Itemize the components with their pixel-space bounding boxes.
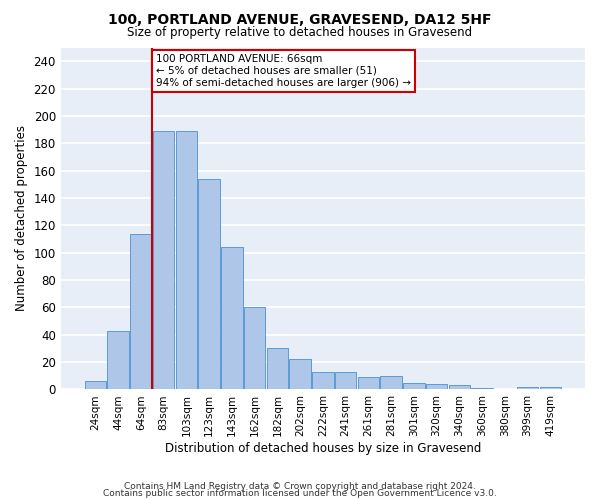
Text: 100, PORTLAND AVENUE, GRAVESEND, DA12 5HF: 100, PORTLAND AVENUE, GRAVESEND, DA12 5H… [108, 12, 492, 26]
Bar [244, 308, 265, 390]
Bar [153, 131, 175, 390]
Text: Size of property relative to detached houses in Gravesend: Size of property relative to detached ho… [127, 26, 473, 39]
Bar [107, 330, 129, 390]
Bar [449, 386, 470, 390]
Bar [403, 382, 425, 390]
Bar [312, 372, 334, 390]
Bar [85, 382, 106, 390]
Bar [335, 372, 356, 390]
Bar [539, 386, 561, 390]
Y-axis label: Number of detached properties: Number of detached properties [15, 126, 28, 312]
Bar [221, 247, 243, 390]
Bar [517, 386, 538, 390]
Bar [426, 384, 448, 390]
Bar [289, 360, 311, 390]
Bar [266, 348, 288, 390]
Text: Contains public sector information licensed under the Open Government Licence v3: Contains public sector information licen… [103, 490, 497, 498]
Bar [472, 388, 493, 390]
Bar [380, 376, 402, 390]
Bar [176, 131, 197, 390]
Bar [130, 234, 152, 390]
Bar [358, 377, 379, 390]
Text: Contains HM Land Registry data © Crown copyright and database right 2024.: Contains HM Land Registry data © Crown c… [124, 482, 476, 491]
Text: 100 PORTLAND AVENUE: 66sqm
← 5% of detached houses are smaller (51)
94% of semi-: 100 PORTLAND AVENUE: 66sqm ← 5% of detac… [156, 54, 411, 88]
Bar [199, 179, 220, 390]
X-axis label: Distribution of detached houses by size in Gravesend: Distribution of detached houses by size … [165, 442, 481, 455]
